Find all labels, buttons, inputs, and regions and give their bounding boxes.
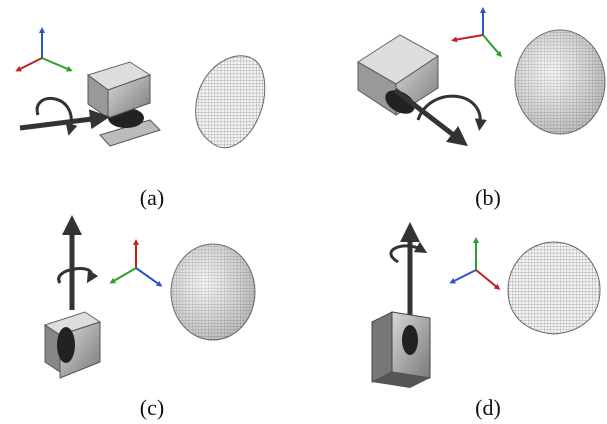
sensor [45,312,100,378]
axes-triad [454,10,500,55]
mesh-surface [508,242,600,334]
panel-a: (a) [18,30,265,210]
panel-d: (d) [372,232,600,420]
panel-label: (d) [475,395,501,420]
figure: (a) (b) [0,0,607,424]
rotation-arrow [418,96,480,125]
axes-triad [112,242,160,285]
arrow [20,118,100,128]
sensor [372,312,430,388]
panel-label: (a) [140,185,164,210]
rotation-arrow [59,269,92,283]
sensor [88,62,160,146]
panel-label: (c) [140,395,164,420]
panel-c: (c) [45,225,255,420]
mesh-shade [515,30,605,134]
panel-label: (b) [475,185,501,210]
mesh-shade [171,244,255,340]
rotation-arrow [391,246,422,262]
page: {"panels": [{"label": "(a)"}, {"label": … [0,0,607,424]
axes-triad [18,30,70,70]
axes-triad [452,240,498,288]
mesh-surface [196,56,265,148]
panel-b: (b) [358,10,605,210]
